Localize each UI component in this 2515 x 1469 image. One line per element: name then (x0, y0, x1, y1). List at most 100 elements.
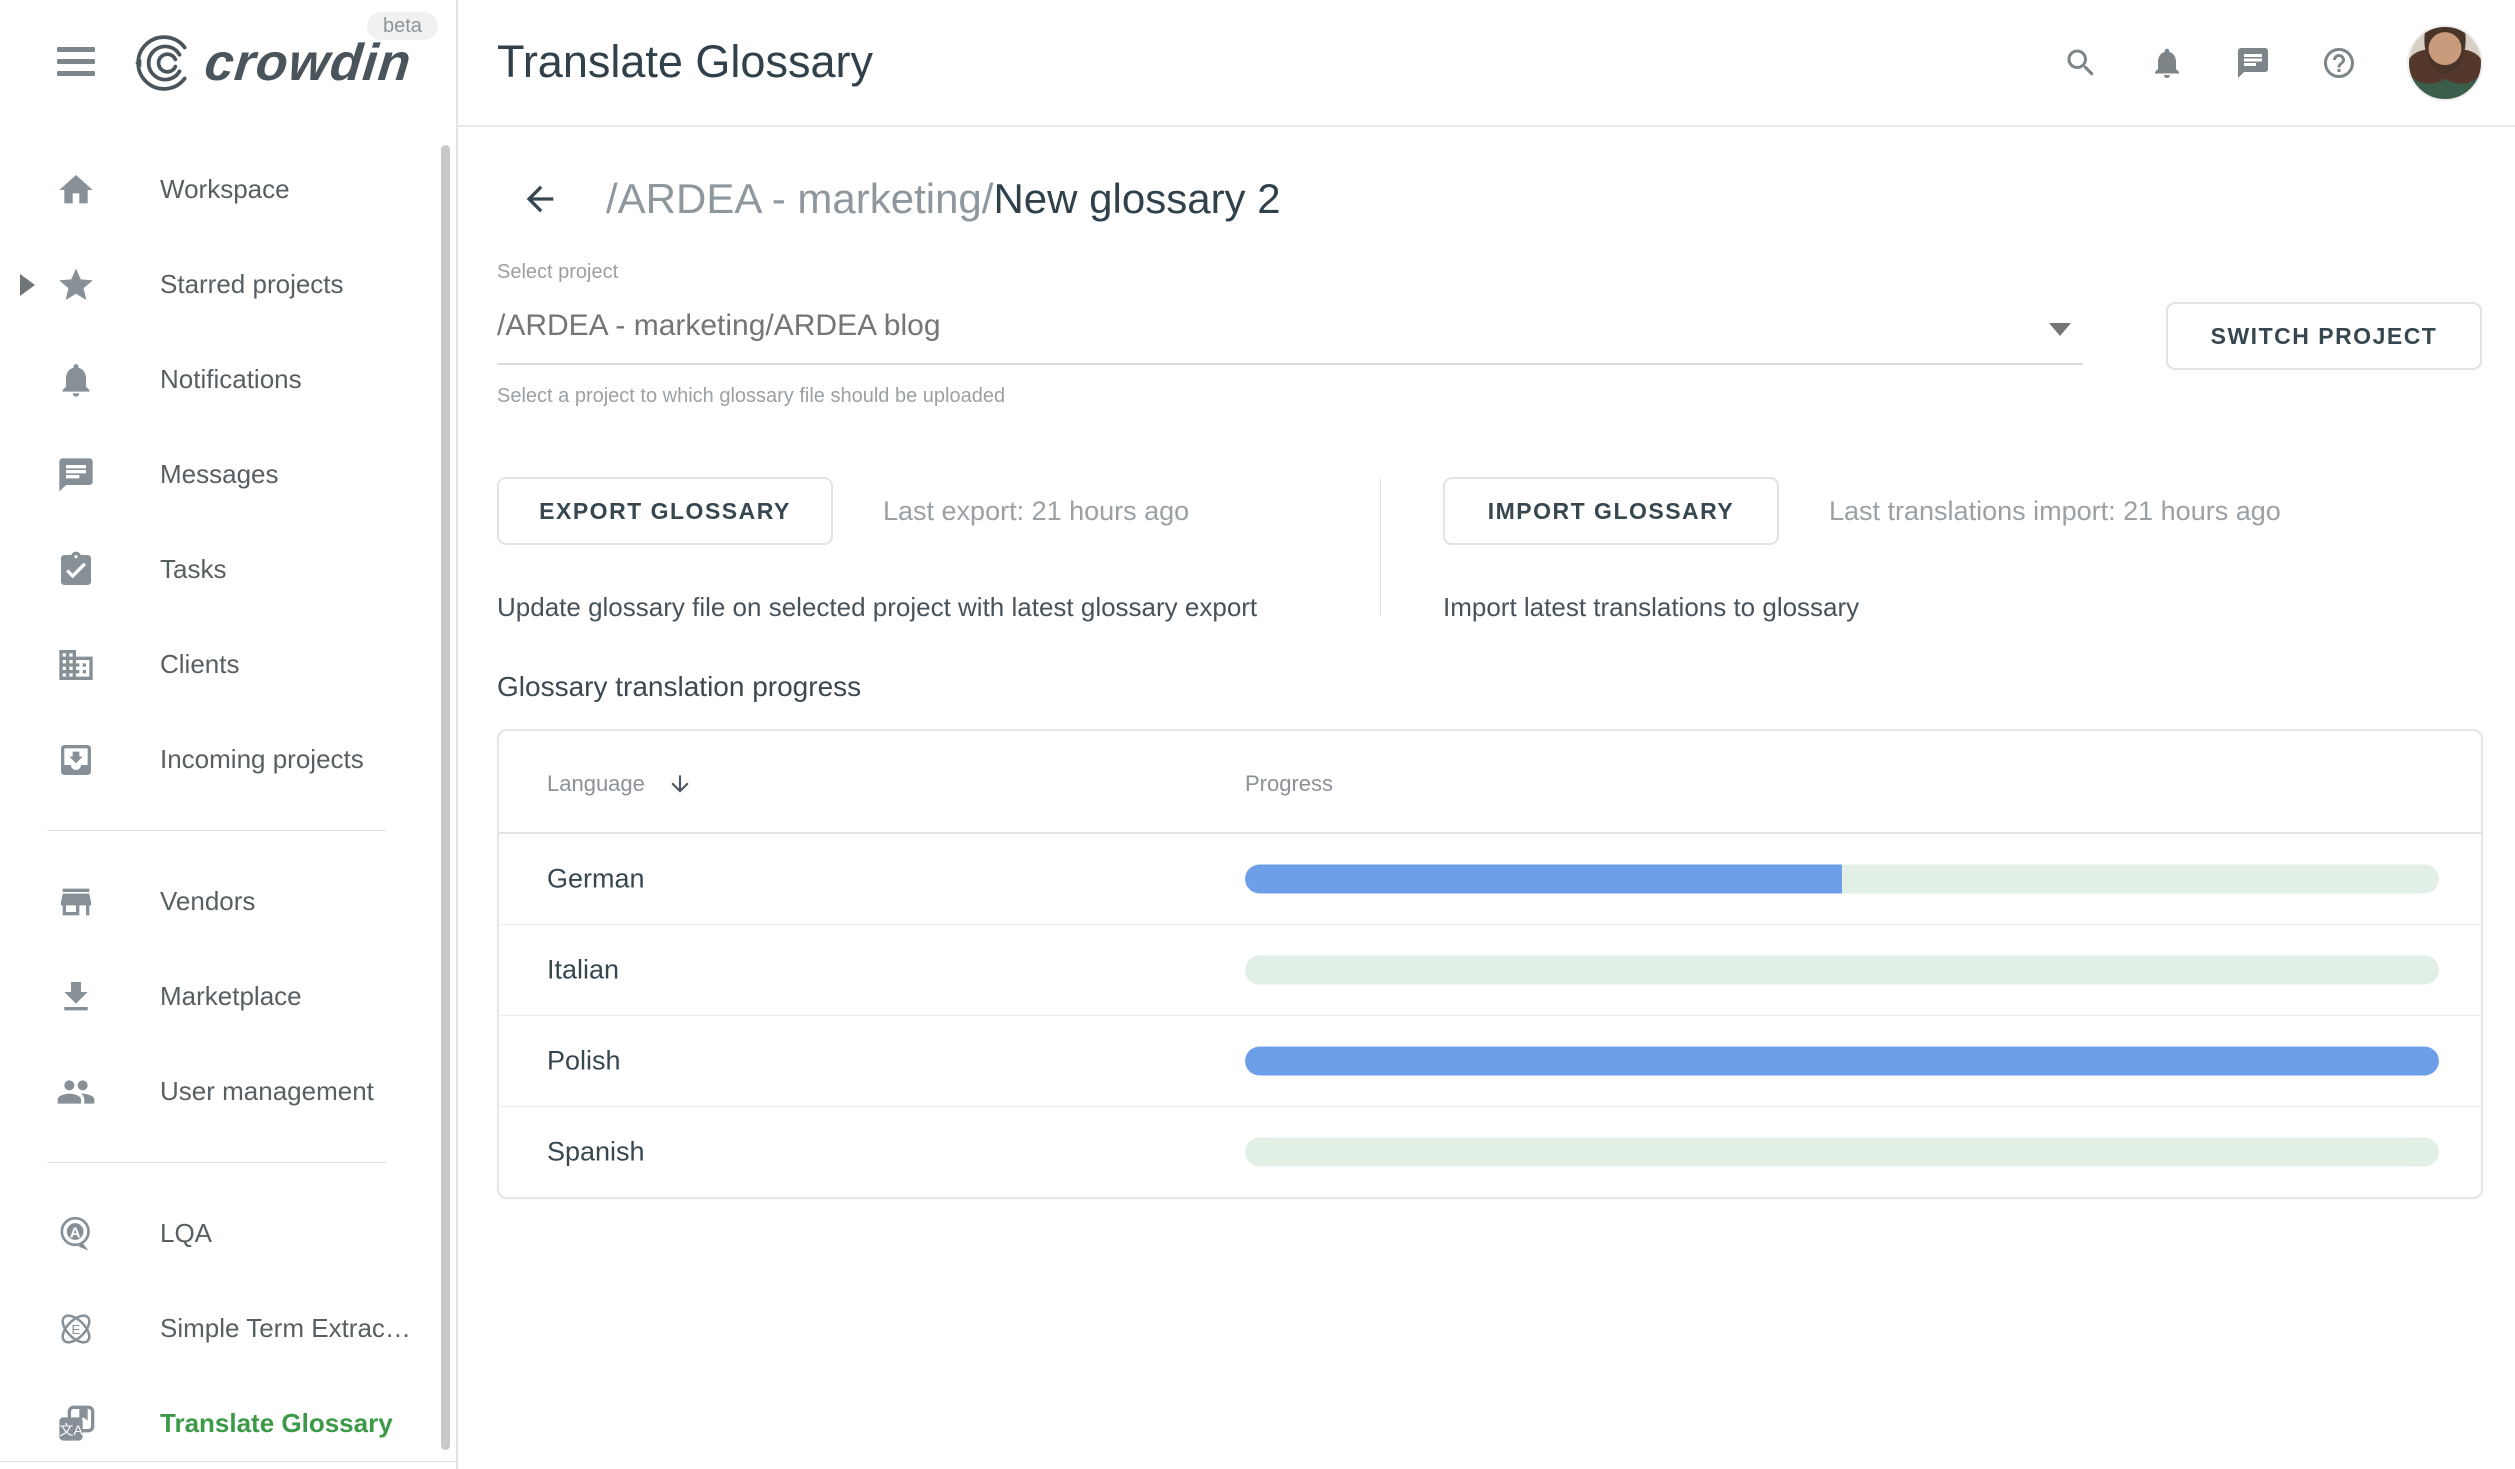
sidebar-item-tasks[interactable]: Tasks (0, 522, 456, 617)
progress-bar (1245, 1046, 2439, 1076)
beta-badge: beta (367, 12, 438, 40)
project-select-value: /ARDEA - marketing/ARDEA blog (497, 309, 941, 342)
import-status: Last translations import: 21 hours ago (1829, 495, 2281, 526)
chevron-down-icon (2049, 323, 2071, 336)
sidebar-item-lqa[interactable]: A LQA (0, 1186, 456, 1281)
download-icon (64, 981, 88, 1010)
sidebar-item-simple-term-extrac[interactable]: E Simple Term Extrac… (0, 1281, 456, 1376)
page-title: Translate Glossary (497, 36, 873, 87)
sort-descending-icon (667, 771, 693, 797)
sidebar-item-vendors[interactable]: Vendors (0, 854, 456, 949)
sidebar-item-label: LQA (160, 1218, 213, 1248)
language-cell: Spanish (547, 1136, 645, 1167)
svg-text:E: E (72, 1322, 81, 1337)
sidebar-item-label: Messages (160, 459, 279, 489)
table-header: Language Progress (499, 731, 2481, 834)
sidebar-item-label: Notifications (160, 364, 302, 394)
tasks-icon (61, 551, 91, 585)
sidebar-item-notifications[interactable]: Notifications (0, 332, 456, 427)
sidebar: crowdin beta Workspace Starred projects No… (0, 0, 458, 1469)
svg-text:文A: 文A (59, 1422, 83, 1438)
export-description: Update glossary file on selected project… (497, 592, 1258, 622)
import-description: Import latest translations to glossary (1443, 592, 1860, 622)
chat-icon (59, 457, 93, 492)
project-select[interactable]: /ARDEA - marketing/ARDEA blog (497, 295, 2083, 365)
sidebar-item-label: Vendors (160, 886, 256, 916)
project-select-label: Select project (497, 261, 619, 283)
actions-divider (1380, 478, 1381, 616)
sidebar-item-label: Workspace (160, 174, 290, 204)
translate-icon: 文A (59, 1405, 95, 1441)
sidebar-header: crowdin beta (0, 0, 456, 127)
chat-icon[interactable] (2235, 45, 2271, 81)
sidebar-item-label: User management (160, 1076, 374, 1106)
table-row-polish: Polish (499, 1016, 2481, 1107)
home-icon (59, 174, 93, 203)
sidebar-item-label: Marketplace (160, 981, 302, 1011)
crowdin-logo[interactable]: crowdin (133, 33, 414, 93)
export-glossary-button[interactable]: EXPORT GLOSSARY (497, 477, 833, 545)
project-select-helper: Select a project to which glossary file … (497, 385, 1006, 407)
sidebar-item-user-management[interactable]: User management (0, 1044, 456, 1139)
crowdin-bird-icon (135, 35, 187, 91)
sidebar-item-translate-glossary[interactable]: 文A Translate Glossary (0, 1376, 456, 1469)
export-status: Last export: 21 hours ago (883, 495, 1190, 526)
progress-section-title: Glossary translation progress (497, 671, 862, 702)
table-row-spanish: Spanish (499, 1107, 2481, 1197)
select-underline (497, 363, 2083, 365)
sidebar-divider (47, 830, 386, 831)
import-section: IMPORT GLOSSARY Last translations import… (1443, 477, 2281, 623)
language-cell: German (547, 863, 645, 894)
breadcrumb-current: New glossary 2 (993, 175, 1281, 222)
lqa-icon: A (60, 1216, 90, 1251)
people-icon (57, 1079, 95, 1104)
progress-bar-fill (1245, 1046, 2439, 1076)
sidebar-item-label: Simple Term Extrac… (160, 1313, 411, 1343)
language-cell: Italian (547, 954, 620, 985)
topbar: Translate Glossary (458, 0, 2515, 127)
sidebar-item-clients[interactable]: Clients (0, 617, 456, 712)
avatar[interactable] (2407, 24, 2483, 101)
search-icon[interactable] (2063, 45, 2099, 81)
language-cell: Polish (547, 1045, 621, 1076)
inbox-icon (61, 744, 91, 775)
star-icon (59, 267, 93, 300)
menu-icon[interactable] (57, 47, 95, 79)
progress-bar (1245, 864, 2439, 894)
sidebar-item-workspace[interactable]: Workspace (0, 142, 456, 237)
sidebar-item-label: Clients (160, 649, 240, 679)
switch-project-button[interactable]: SWITCH PROJECT (2166, 302, 2482, 370)
progress-bar-fill (1245, 864, 1842, 894)
sidebar-divider (47, 1162, 386, 1163)
sidebar-item-label: Starred projects (160, 269, 344, 299)
progress-bar (1245, 1137, 2439, 1167)
table-row-german: German (499, 834, 2481, 925)
column-header-language[interactable]: Language (547, 771, 693, 797)
main-content: /ARDEA - marketing/New glossary 2 Select… (458, 127, 2515, 1469)
breadcrumb: /ARDEA - marketing/New glossary 2 (520, 175, 1281, 223)
bell-icon (62, 363, 90, 397)
topbar-actions (2063, 0, 2483, 125)
expand-caret-icon[interactable] (20, 273, 35, 296)
table-body: German Italian Polish Spanish (499, 834, 2481, 1197)
bell-icon[interactable] (2149, 45, 2185, 81)
column-header-progress: Progress (1245, 771, 1334, 796)
sidebar-item-marketplace[interactable]: Marketplace (0, 949, 456, 1044)
sidebar-item-label: Tasks (160, 554, 227, 584)
table-row-italian: Italian (499, 925, 2481, 1016)
sidebar-item-incoming-projects[interactable]: Incoming projects (0, 712, 456, 807)
sidebar-item-starred-projects[interactable]: Starred projects (0, 237, 456, 332)
logo-wordmark: crowdin (201, 34, 415, 92)
help-icon[interactable] (2321, 45, 2357, 81)
svg-text:A: A (70, 1224, 81, 1241)
sidebar-nav: Workspace Starred projects Notifications Me… (0, 142, 456, 1469)
progress-bar (1245, 955, 2439, 985)
sidebar-item-messages[interactable]: Messages (0, 427, 456, 522)
export-section: EXPORT GLOSSARY Last export: 21 hours ag… (497, 477, 1257, 623)
back-arrow-icon[interactable] (520, 179, 560, 219)
import-glossary-button[interactable]: IMPORT GLOSSARY (1443, 477, 1779, 545)
sidebar-scrollbar[interactable] (441, 145, 450, 1450)
breadcrumb-path: /ARDEA - marketing/ (606, 175, 994, 222)
progress-table-card: Language Progress German Italian Polish Spa… (497, 729, 2483, 1199)
